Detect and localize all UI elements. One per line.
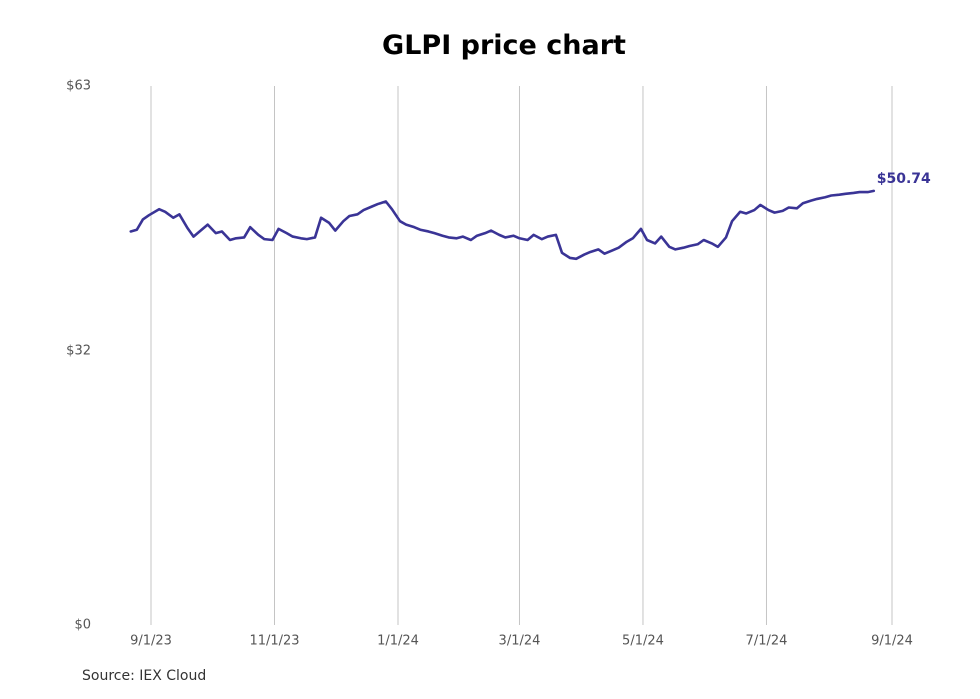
y-tick-label: $0 bbox=[74, 618, 91, 633]
y-axis-tick-labels: $0 $32 $63 bbox=[66, 79, 91, 633]
x-tick-label: 3/1/24 bbox=[499, 634, 541, 649]
series-line bbox=[129, 189, 876, 261]
price-series bbox=[129, 189, 876, 261]
x-axis-tick-labels: 9/1/23 11/1/23 1/1/24 3/1/24 5/1/24 7/1/24 9/1… bbox=[130, 634, 913, 649]
last-price-label: $50.74 bbox=[877, 171, 931, 187]
end-value-labels: $50.74 bbox=[877, 171, 931, 187]
grid-lines bbox=[150, 86, 893, 625]
source-note: Source: IEX Cloud bbox=[82, 668, 207, 684]
y-tick-label: $32 bbox=[66, 344, 91, 359]
x-tick-label: 5/1/24 bbox=[622, 634, 664, 649]
x-tick-label: 7/1/24 bbox=[746, 634, 788, 649]
x-tick-label: 1/1/24 bbox=[377, 634, 419, 649]
chart-title: GLPI price chart bbox=[382, 30, 626, 61]
x-tick-label: 11/1/23 bbox=[249, 634, 299, 649]
x-tick-label: 9/1/24 bbox=[871, 634, 913, 649]
x-tick-label: 9/1/23 bbox=[130, 634, 172, 649]
y-tick-label: $63 bbox=[66, 79, 91, 94]
